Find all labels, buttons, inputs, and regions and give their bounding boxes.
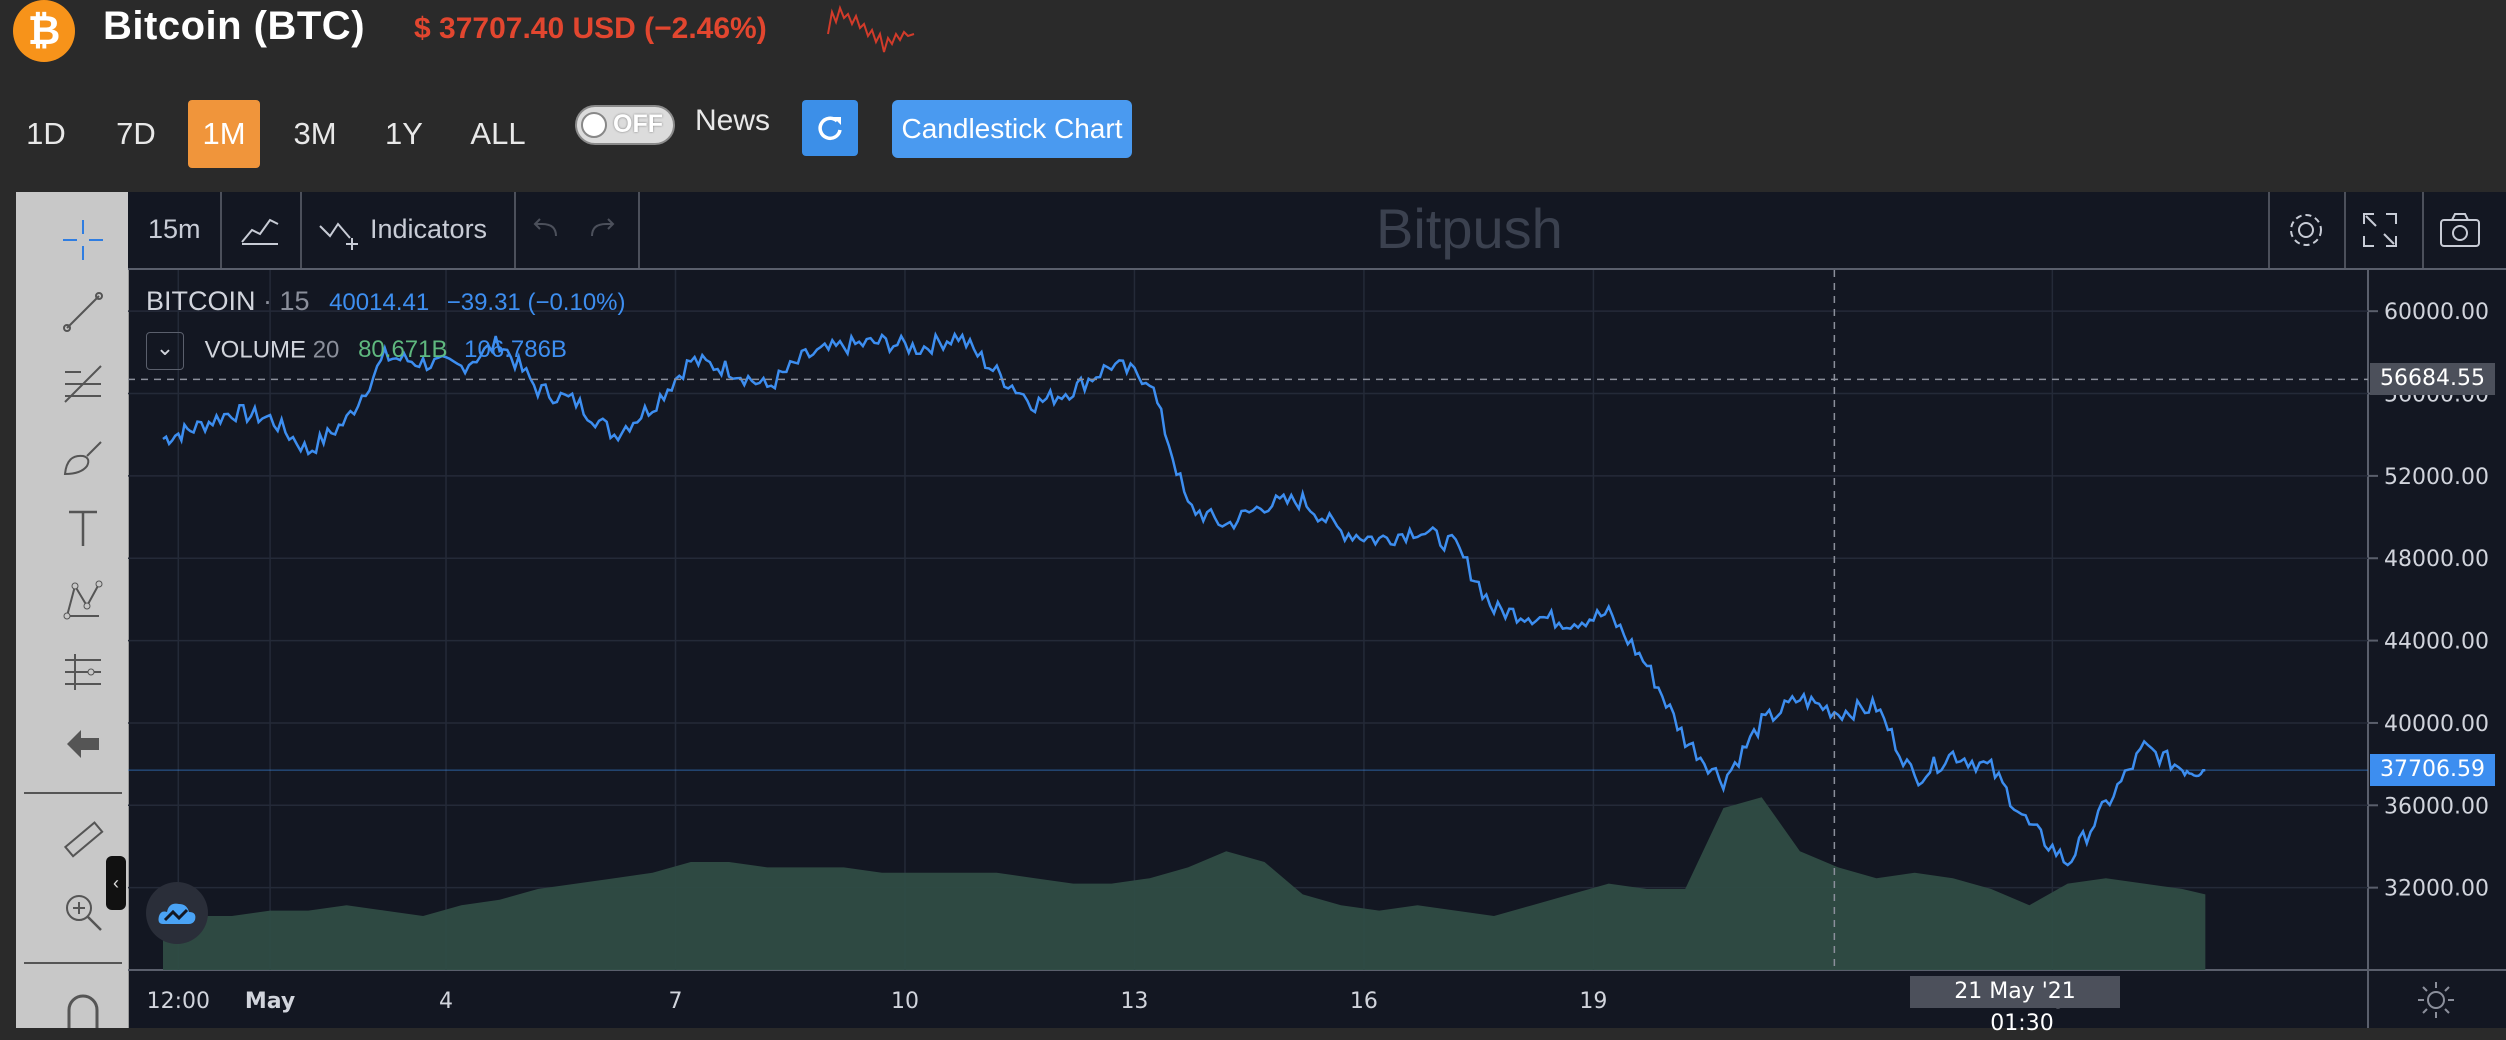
timeframe-1y[interactable]: 1Y — [385, 116, 423, 151]
refresh-icon — [818, 116, 842, 140]
y-tick-label: 36000.00 — [2384, 794, 2489, 819]
x-tick-label: 4 — [439, 989, 453, 1014]
news-label: News — [695, 104, 771, 137]
brush-icon[interactable] — [40, 428, 126, 484]
legend-interval: · 15 — [263, 286, 310, 316]
app-header: ₿ Bitcoin (BTC) $ 37707.40 USD (−2.46%) … — [0, 0, 2506, 192]
interval-selector[interactable]: 15m — [148, 214, 201, 244]
bitpush-watermark: Bitpush — [1376, 197, 1563, 260]
bitpush-cloud-icon[interactable] — [146, 882, 208, 944]
fullscreen-icon[interactable] — [2360, 210, 2400, 250]
chart-settings-sun-icon[interactable] — [2414, 978, 2458, 1022]
crosshair-time-label: 21 May '21 01:30 — [1910, 976, 2120, 1036]
volume-value-2: 106.786B — [464, 336, 567, 364]
y-tick-label: 48000.00 — [2384, 547, 2489, 572]
last-price-label: 37706.59 — [2370, 754, 2495, 787]
volume-label: VOLUME — [204, 336, 307, 364]
legend-change: −39.31 (−0.10%) — [446, 289, 626, 316]
toolbar-separator — [2422, 192, 2424, 268]
x-tick-label: May — [245, 989, 295, 1014]
timeframe-1d[interactable]: 1D — [26, 116, 66, 151]
y-tick-label: 52000.00 — [2384, 465, 2489, 490]
toolbar-separator — [2268, 192, 2270, 268]
text-tool-icon[interactable] — [40, 500, 126, 556]
crosshair-icon[interactable] — [40, 212, 126, 268]
price-line — [162, 331, 2206, 867]
timeframe-3m[interactable]: 3M — [293, 116, 337, 151]
indicators-button[interactable]: Indicators — [370, 214, 488, 244]
toolbar-separator — [300, 192, 302, 268]
coin-price: $ 37707.40 USD (−2.46%) — [414, 12, 767, 45]
toolbar-separator — [220, 192, 222, 268]
series-legend: BITCOIN · 15 40014.41 −39.31 (−0.10%) — [146, 286, 626, 317]
volume-series — [163, 797, 2206, 970]
y-tick-label: 44000.00 — [2384, 630, 2489, 655]
x-tick-label: 10 — [891, 989, 919, 1014]
price-series — [128, 270, 2368, 970]
toolbar-separator — [638, 192, 640, 268]
timeframe-all[interactable]: ALL — [470, 116, 526, 151]
crosshair-price-label: 56684.55 — [2370, 363, 2495, 396]
redo-icon[interactable] — [586, 216, 618, 244]
indicators-icon — [319, 222, 358, 250]
volume-value-1: 80.671B — [358, 336, 448, 364]
crosshair-date: 21 May '21 — [1954, 979, 2076, 1004]
settings-gear-icon[interactable] — [2284, 208, 2328, 252]
undo-icon[interactable] — [530, 216, 562, 244]
toggle-state-label: OFF — [613, 110, 663, 138]
collapse-legend-button[interactable]: ⌄ — [146, 332, 184, 370]
x-tick-label: 12:00 — [147, 989, 210, 1014]
y-tick-label: 40000.00 — [2384, 712, 2489, 737]
x-tick-label: 7 — [668, 989, 682, 1014]
time-axis: 12:00May471013161925 — [147, 989, 2067, 1014]
toolbar-divider — [24, 962, 122, 964]
price-sparkline — [827, 4, 915, 53]
trend-line-icon[interactable] — [40, 284, 126, 340]
back-arrow-icon[interactable] — [40, 716, 126, 772]
timeframe-7d[interactable]: 7D — [116, 116, 156, 151]
coin-title: Bitcoin (BTC) — [103, 4, 366, 48]
magnet-icon[interactable] — [40, 982, 126, 1038]
volume-length: 20 — [312, 336, 340, 364]
toggle-knob — [581, 112, 607, 138]
ruler-icon[interactable] — [40, 812, 126, 868]
crosshair-clock: 01:30 — [1990, 1011, 2054, 1036]
refresh-button[interactable] — [802, 100, 858, 156]
camera-icon[interactable] — [2438, 210, 2482, 250]
x-tick-label: 19 — [1579, 989, 1607, 1014]
chart-type-icon[interactable] — [238, 212, 282, 248]
candlestick-chart-button[interactable]: Candlestick Chart — [892, 100, 1132, 158]
chart-toolbar: 15m Indicators — [128, 192, 2506, 270]
toolbar-separator — [2344, 192, 2346, 268]
bitcoin-logo-icon: ₿ — [13, 0, 75, 62]
news-toggle[interactable]: OFF — [575, 105, 675, 145]
x-tick-label: 13 — [1120, 989, 1148, 1014]
volume-area — [163, 797, 2206, 970]
y-tick-label: 60000.00 — [2384, 300, 2489, 325]
y-tick-label: 32000.00 — [2384, 877, 2489, 902]
volume-legend: ⌄ VOLUME 20 80.671B 106.786B — [146, 332, 567, 370]
legend-value: 40014.41 — [329, 289, 430, 316]
collapse-toolbar-button[interactable]: ‹ — [106, 856, 126, 910]
price-chart[interactable]: 60000.0056000.0052000.0048000.0044000.00… — [128, 270, 2506, 1028]
toolbar-separator — [514, 192, 516, 268]
pattern-icon[interactable] — [40, 572, 126, 628]
fib-retracement-icon[interactable] — [40, 356, 126, 412]
timeframe-1m[interactable]: 1M — [188, 100, 260, 168]
prediction-icon[interactable] — [40, 644, 126, 700]
toolbar-divider — [24, 792, 122, 794]
x-tick-label: 16 — [1350, 989, 1378, 1014]
zoom-in-icon[interactable] — [40, 884, 126, 940]
legend-symbol: BITCOIN — [146, 286, 256, 316]
price-axis: 60000.0056000.0052000.0048000.0044000.00… — [2368, 300, 2489, 902]
